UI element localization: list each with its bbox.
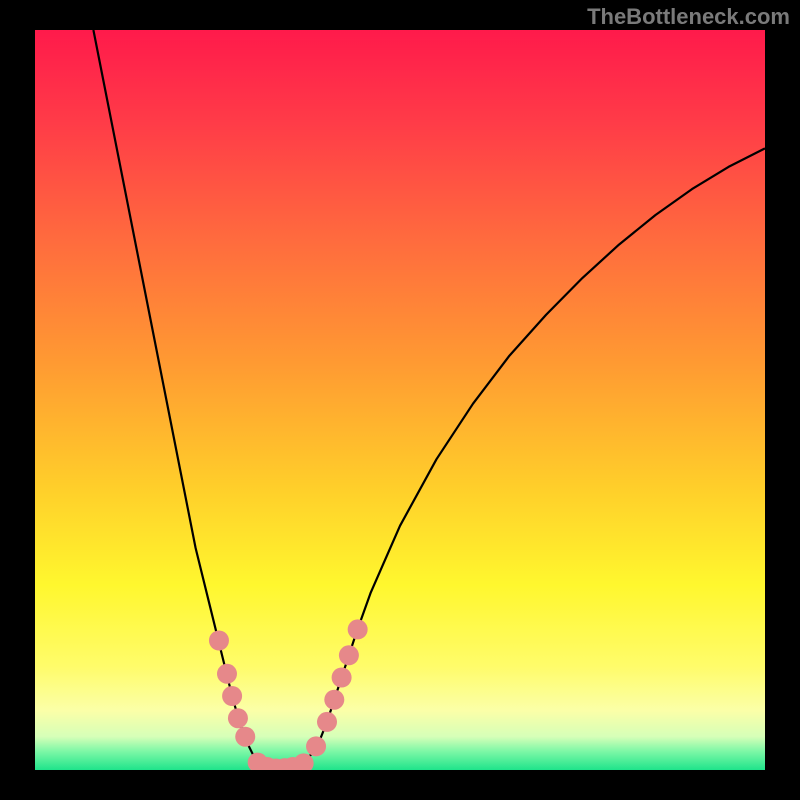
data-marker: [235, 727, 255, 747]
data-marker: [332, 668, 352, 688]
data-marker: [348, 619, 368, 639]
data-marker: [324, 690, 344, 710]
data-marker: [317, 712, 337, 732]
data-marker: [339, 645, 359, 665]
gradient-background: [35, 30, 765, 770]
chart-svg: [35, 30, 765, 770]
watermark-text: TheBottleneck.com: [587, 4, 790, 30]
plot-area: [35, 30, 765, 770]
data-marker: [222, 686, 242, 706]
data-marker: [306, 736, 326, 756]
chart-container: TheBottleneck.com: [0, 0, 800, 800]
data-marker: [217, 664, 237, 684]
data-marker: [228, 708, 248, 728]
data-marker: [209, 631, 229, 651]
